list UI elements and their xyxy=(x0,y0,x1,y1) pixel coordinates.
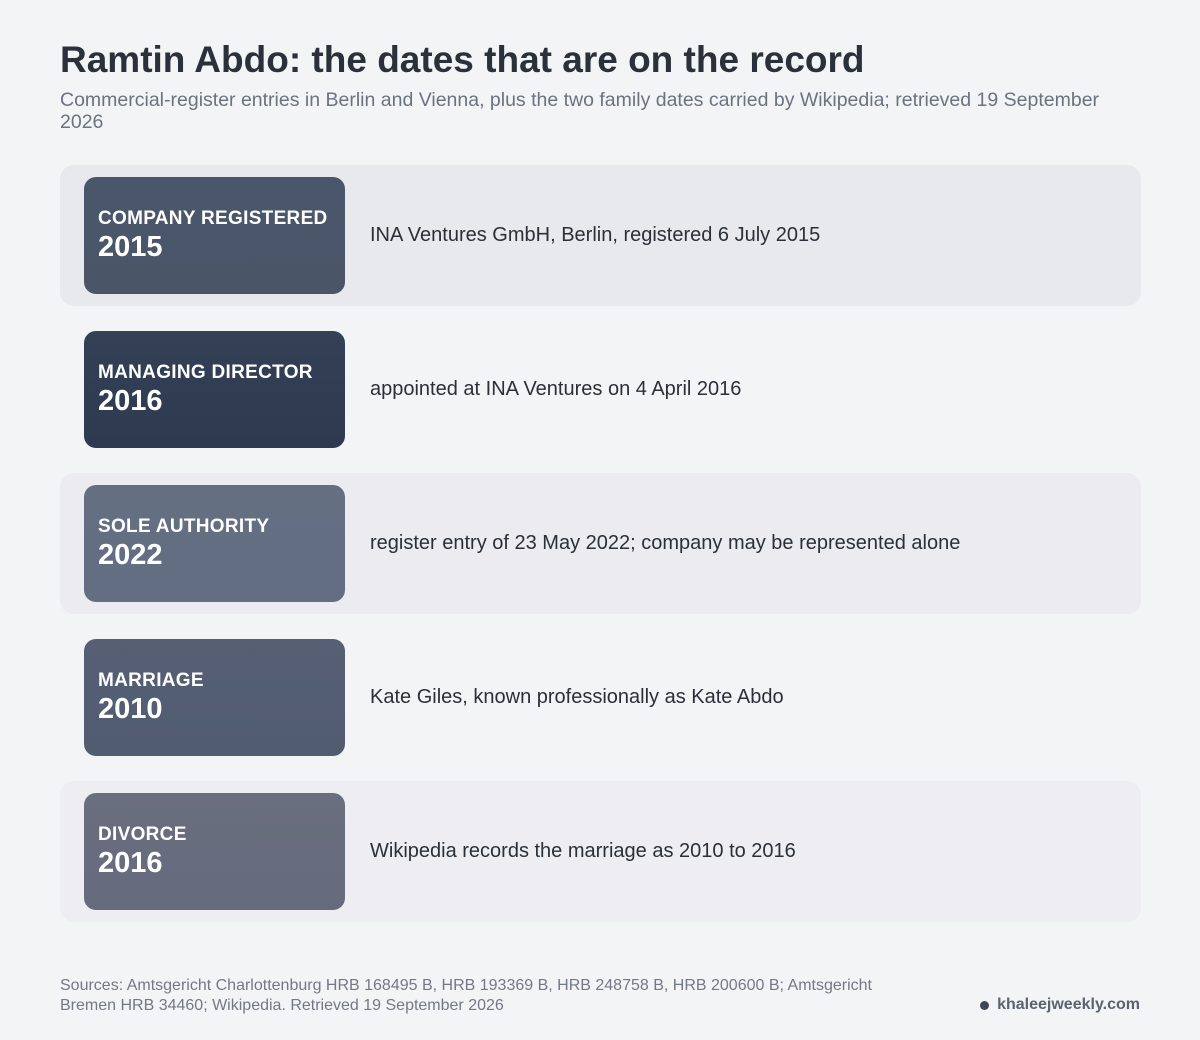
timeline: COMPANY REGISTERED 2015 INA Ventures Gmb… xyxy=(60,165,1141,935)
event-badge: MANAGING DIRECTOR 2016 xyxy=(84,331,345,448)
event-label: SOLE AUTHORITY xyxy=(98,515,270,537)
event-year: 2010 xyxy=(98,692,163,725)
bullet-icon xyxy=(980,1000,990,1010)
event-description: appointed at INA Ventures on 4 April 201… xyxy=(370,378,742,400)
sources-footnote: Sources: Amtsgericht Charlottenburg HRB … xyxy=(60,977,872,1014)
brand-credit: khaleejweekly.com xyxy=(980,996,1140,1014)
event-year: 2015 xyxy=(98,230,163,263)
timeline-row-divorce: DIVORCE 2016 Wikipedia records the marri… xyxy=(60,781,1141,922)
event-description: INA Ventures GmbH, Berlin, registered 6 … xyxy=(370,224,821,246)
timeline-row-managing-director: MANAGING DIRECTOR 2016 appointed at INA … xyxy=(60,319,1141,460)
event-label: COMPANY REGISTERED xyxy=(98,207,328,229)
timeline-row-company-registered: COMPANY REGISTERED 2015 INA Ventures Gmb… xyxy=(60,165,1141,306)
event-description: Kate Giles, known professionally as Kate… xyxy=(370,686,784,708)
event-description: Wikipedia records the marriage as 2010 t… xyxy=(370,840,796,862)
event-label: MARRIAGE xyxy=(98,669,204,691)
event-badge: DIVORCE 2016 xyxy=(84,793,345,910)
event-label: MANAGING DIRECTOR xyxy=(98,361,313,383)
event-year: 2016 xyxy=(98,384,163,417)
timeline-row-sole-authority: SOLE AUTHORITY 2022 register entry of 23… xyxy=(60,473,1141,614)
brand-name: khaleejweekly.com xyxy=(997,996,1140,1013)
page-subtitle: Commercial-register entries in Berlin an… xyxy=(60,89,1100,133)
event-year: 2022 xyxy=(98,538,163,571)
event-year: 2016 xyxy=(98,846,163,879)
event-description: register entry of 23 May 2022; company m… xyxy=(370,532,961,554)
event-label: DIVORCE xyxy=(98,823,187,845)
event-badge: MARRIAGE 2010 xyxy=(84,639,345,756)
event-badge: COMPANY REGISTERED 2015 xyxy=(84,177,345,294)
page-title: Ramtin Abdo: the dates that are on the r… xyxy=(60,39,865,80)
event-badge: SOLE AUTHORITY 2022 xyxy=(84,485,345,602)
timeline-row-marriage: MARRIAGE 2010 Kate Giles, known professi… xyxy=(60,627,1141,768)
